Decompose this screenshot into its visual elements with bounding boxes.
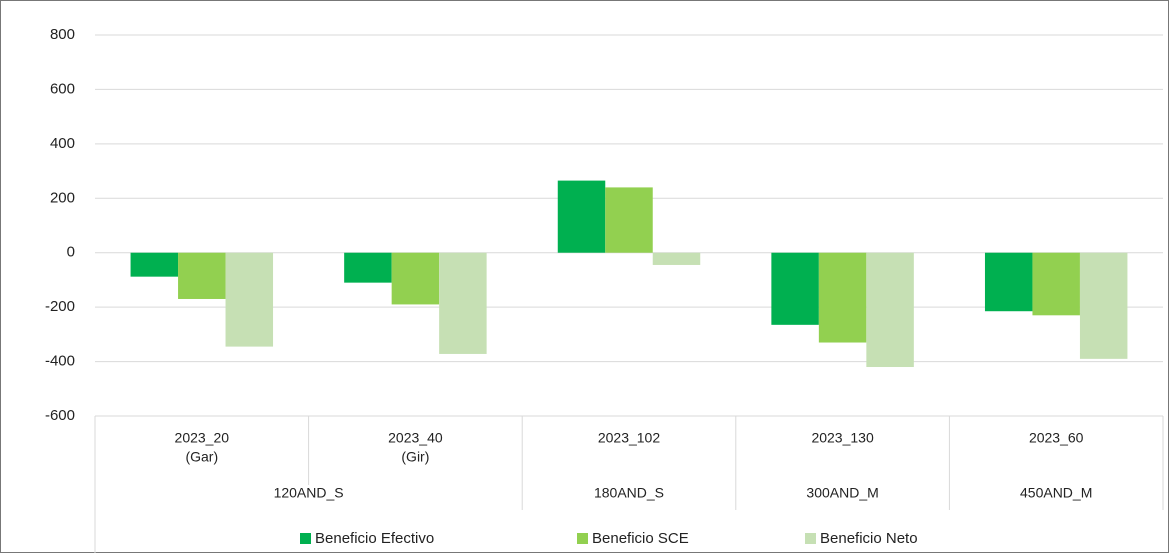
bar (984, 252, 1033, 312)
y-tick-label: -600 (45, 407, 75, 424)
x-tick-label: 2023_102 (598, 430, 661, 446)
y-tick-label: 800 (50, 26, 75, 43)
bar (1032, 252, 1080, 316)
y-tick-label: -200 (45, 298, 75, 315)
x-tick-label: (Gar) (185, 449, 218, 465)
bar (652, 252, 701, 265)
bar (605, 187, 653, 253)
group-label: 450AND_M (1020, 485, 1092, 501)
y-tick-label: 200 (50, 189, 75, 206)
group-label: 120AND_S (274, 485, 344, 501)
x-tick-label: 2023_130 (811, 430, 874, 446)
y-tick-label: 0 (67, 244, 75, 261)
bar (130, 252, 179, 277)
group-label: 180AND_S (594, 485, 664, 501)
legend-label: Beneficio Efectivo (315, 530, 434, 547)
bar (344, 252, 392, 283)
bar (1079, 252, 1128, 359)
legend-swatch (577, 533, 588, 544)
x-tick-label: (Gir) (401, 449, 429, 465)
y-tick-label: -400 (45, 353, 75, 370)
bar (225, 252, 274, 347)
x-tick-label: 2023_60 (1029, 430, 1084, 446)
bar (866, 252, 914, 368)
legend-label: Beneficio SCE (592, 530, 689, 547)
bar (818, 252, 867, 343)
x-tick-label: 2023_20 (175, 430, 230, 446)
legend-swatch (300, 533, 311, 544)
bar (771, 252, 819, 325)
legend-label: Beneficio Neto (820, 530, 918, 547)
bar (391, 252, 440, 305)
y-tick-label: 600 (50, 80, 75, 97)
bar (439, 252, 487, 354)
bar (557, 180, 606, 253)
legend-swatch (805, 533, 816, 544)
y-tick-label: 400 (50, 135, 75, 152)
x-tick-label: 2023_40 (388, 430, 443, 446)
group-label: 300AND_M (806, 485, 878, 501)
bar (178, 252, 226, 299)
